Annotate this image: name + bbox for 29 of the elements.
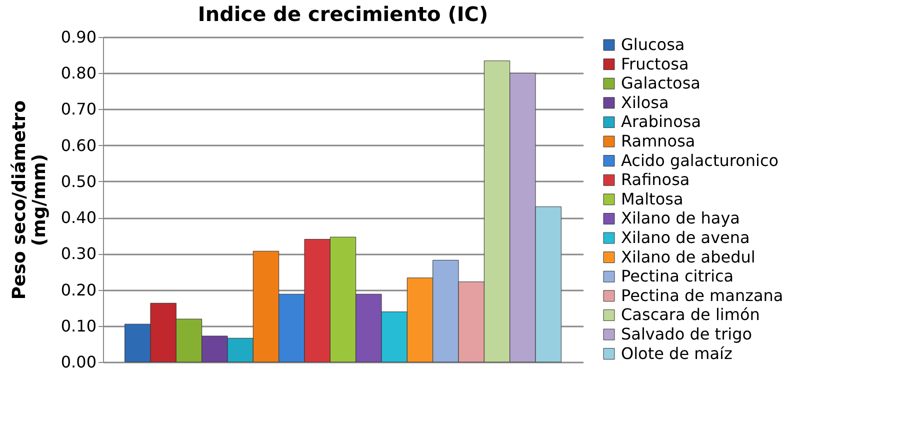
legend-label: Xilano de avena — [621, 228, 750, 247]
legend-label: Cascara de limón — [621, 305, 760, 324]
legend-label: Arabinosa — [621, 112, 701, 132]
legend-label: Galactosa — [621, 74, 700, 93]
y-tick-label: 0.00 — [60, 352, 96, 372]
y-axis-title: Peso seco/diámetro (mg/mm) — [8, 100, 50, 300]
y-tick-label: 0.80 — [60, 64, 96, 83]
y-tick-label: 0.40 — [60, 208, 96, 228]
legend-label: Pectina citrica — [621, 266, 734, 286]
y-tick-label: 0.50 — [60, 172, 96, 191]
legend-label: Ramnosa — [621, 132, 696, 150]
legend-label: Xilosa — [621, 92, 669, 112]
y-tick-label: 0.20 — [60, 280, 96, 300]
legend-label: Fructosa — [621, 54, 689, 74]
legend-label: Acido galacturonico — [621, 150, 779, 170]
legend-label: Xilano de haya — [621, 208, 740, 228]
y-tick-label: 0.10 — [60, 316, 96, 336]
legend-label: Rafinosa — [621, 170, 690, 190]
legend-label: Salvado de trigo — [621, 324, 752, 344]
legend-label: Glucosa — [621, 35, 685, 54]
y-tick-label: 0.70 — [60, 100, 96, 119]
legend-label: Xilano de abedul — [621, 247, 756, 266]
chart-title: Indice de crecimiento (IC) — [198, 2, 488, 26]
y-tick-label: 0.30 — [60, 244, 96, 264]
legend-label: Olote de maíz — [621, 344, 732, 363]
y-tick-label: 0.60 — [60, 136, 96, 155]
legend-label: Pectina de manzana — [621, 286, 784, 305]
legend-label: Maltosa — [621, 189, 684, 208]
y-tick-label: 0.90 — [60, 28, 96, 46]
